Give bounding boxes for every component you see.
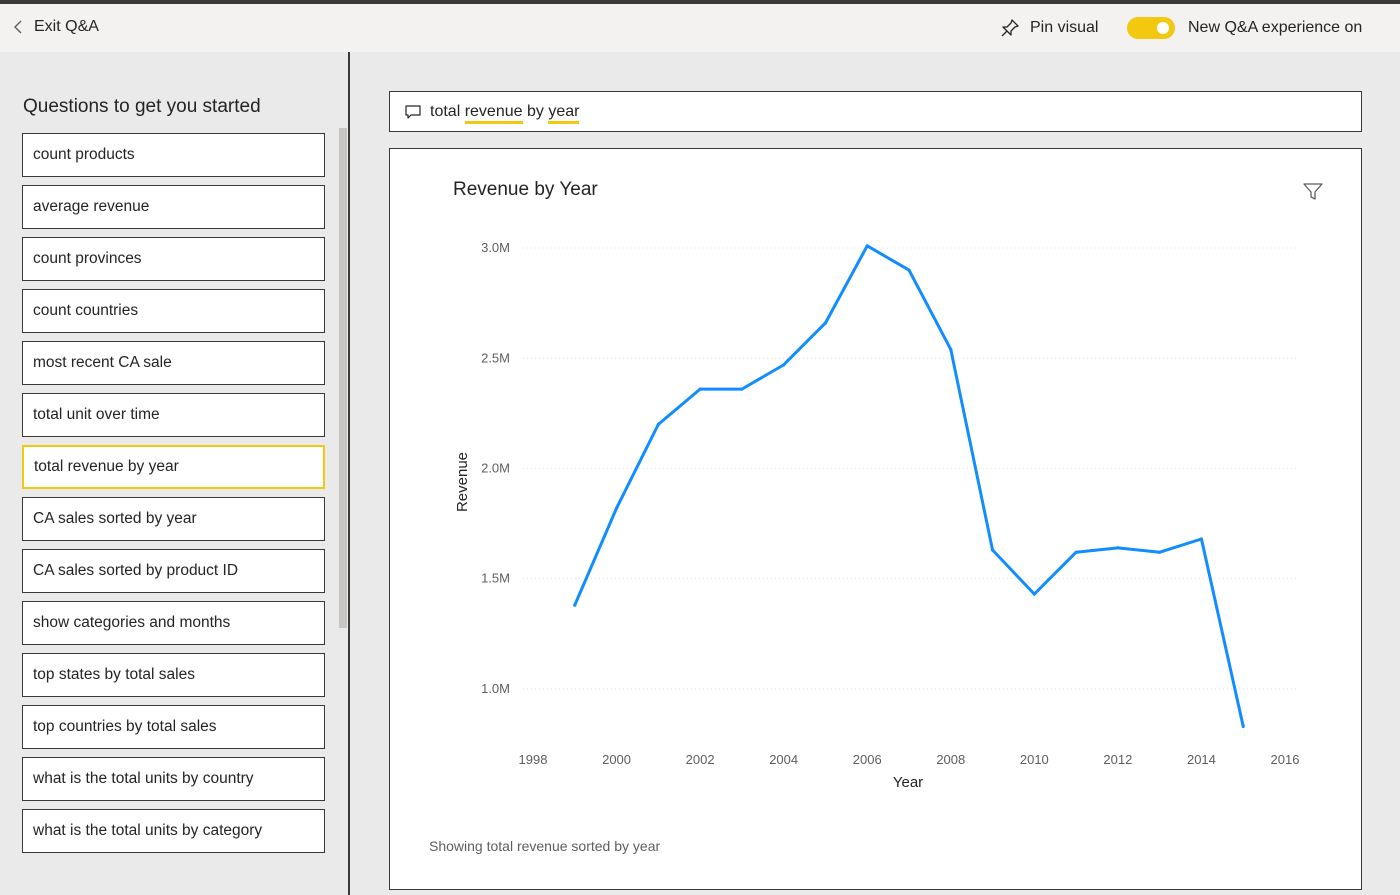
x-tick-label: 2010 xyxy=(1020,752,1049,767)
question-item[interactable]: count provinces xyxy=(22,237,325,281)
chevron-left-icon xyxy=(14,20,22,34)
question-item[interactable]: what is the total units by country xyxy=(22,757,325,801)
data-point xyxy=(573,603,577,607)
exit-qa-button[interactable]: Exit Q&A xyxy=(10,18,99,36)
data-point xyxy=(782,363,786,367)
qa-visual-card: 1.0M 1.5M 2.0M 2.5M 3.0M 1998 2000 2002 2004 2006… xyxy=(389,148,1362,890)
y-tick-label: 1.5M xyxy=(481,571,510,586)
query-word: by xyxy=(522,102,549,120)
panel-title: Questions to get you started xyxy=(23,96,261,117)
x-tick-label: 1998 xyxy=(519,752,548,767)
qa-question-input[interactable]: total revenue by year xyxy=(389,91,1362,132)
suggested-questions-panel: Questions to get you started count produ… xyxy=(0,52,348,895)
question-item[interactable]: show categories and months xyxy=(22,601,325,645)
data-point xyxy=(614,506,619,510)
question-item[interactable]: what is the total units by category xyxy=(22,809,325,853)
window-top-strip xyxy=(0,0,1400,4)
data-point xyxy=(990,548,995,552)
x-tick-label: 2000 xyxy=(602,752,631,767)
question-item[interactable]: CA sales sorted by product ID xyxy=(22,549,325,593)
question-item[interactable]: top countries by total sales xyxy=(22,705,325,749)
pin-visual-button[interactable]: Pin visual xyxy=(1000,18,1098,38)
question-item[interactable]: count products xyxy=(22,133,325,177)
y-axis-title: Revenue xyxy=(454,452,471,512)
new-qa-experience-toggle[interactable] xyxy=(1127,17,1175,39)
data-point xyxy=(656,422,660,426)
top-bar: Exit Q&A Pin visual New Q&A experience o… xyxy=(0,4,1400,52)
panel-divider xyxy=(348,52,350,895)
exit-qa-label: Exit Q&A xyxy=(34,18,99,35)
chart-title: Revenue by Year xyxy=(453,179,598,200)
question-item[interactable]: count countries xyxy=(22,289,325,333)
data-point xyxy=(949,347,953,352)
question-list: count products average revenue count provi… xyxy=(22,133,325,861)
question-item[interactable]: average revenue xyxy=(22,185,325,229)
data-point xyxy=(1158,550,1162,554)
question-item[interactable]: most recent CA sale xyxy=(22,341,325,385)
data-point xyxy=(1199,537,1204,541)
query-word: total xyxy=(430,102,465,120)
recognized-term: year xyxy=(548,102,580,124)
x-tick-label: 2014 xyxy=(1187,752,1216,767)
toggle-knob xyxy=(1157,22,1169,34)
data-point xyxy=(740,387,744,391)
x-axis-title: Year xyxy=(893,774,923,791)
chart-caption: Showing total revenue sorted by year xyxy=(429,838,661,854)
data-point xyxy=(1032,592,1036,596)
revenue-line-chart: 1.0M 1.5M 2.0M 2.5M 3.0M 1998 2000 2002 2004 2006… xyxy=(454,240,1300,791)
data-point xyxy=(907,268,911,272)
y-tick-label: 2.5M xyxy=(481,350,510,365)
x-tick-label: 2002 xyxy=(686,752,715,767)
recognized-term: revenue xyxy=(464,102,523,124)
y-tick-label: 3.0M xyxy=(481,240,510,255)
data-point xyxy=(823,321,828,325)
pin-visual-label: Pin visual xyxy=(1030,19,1099,36)
panel-scrollbar[interactable] xyxy=(339,128,347,628)
data-point xyxy=(1074,550,1078,554)
data-point xyxy=(698,387,702,391)
x-tick-label: 2016 xyxy=(1271,752,1300,767)
x-tick-label: 2006 xyxy=(853,752,882,767)
filter-icon[interactable] xyxy=(1302,182,1324,202)
data-point xyxy=(1116,546,1120,550)
y-tick-label: 2.0M xyxy=(481,460,510,475)
x-tick-label: 2004 xyxy=(769,752,798,767)
x-tick-label: 2012 xyxy=(1103,752,1132,767)
question-item[interactable]: CA sales sorted by year xyxy=(22,497,325,541)
question-item[interactable]: top states by total sales xyxy=(22,653,325,697)
qa-question-text: total revenue by year xyxy=(430,102,580,124)
series-line xyxy=(573,244,1245,728)
question-item[interactable]: total unit over time xyxy=(22,393,325,437)
y-tick-label: 1.0M xyxy=(481,681,510,696)
data-point xyxy=(1241,724,1245,728)
x-tick-label: 2008 xyxy=(936,752,965,767)
speech-bubble-icon xyxy=(405,104,421,119)
pin-icon xyxy=(1001,19,1019,37)
new-qa-experience-label: New Q&A experience on xyxy=(1188,19,1363,36)
question-item[interactable]: total revenue by year xyxy=(22,445,325,489)
new-qa-toggle-group: New Q&A experience on xyxy=(1127,17,1362,39)
data-point xyxy=(865,244,869,248)
